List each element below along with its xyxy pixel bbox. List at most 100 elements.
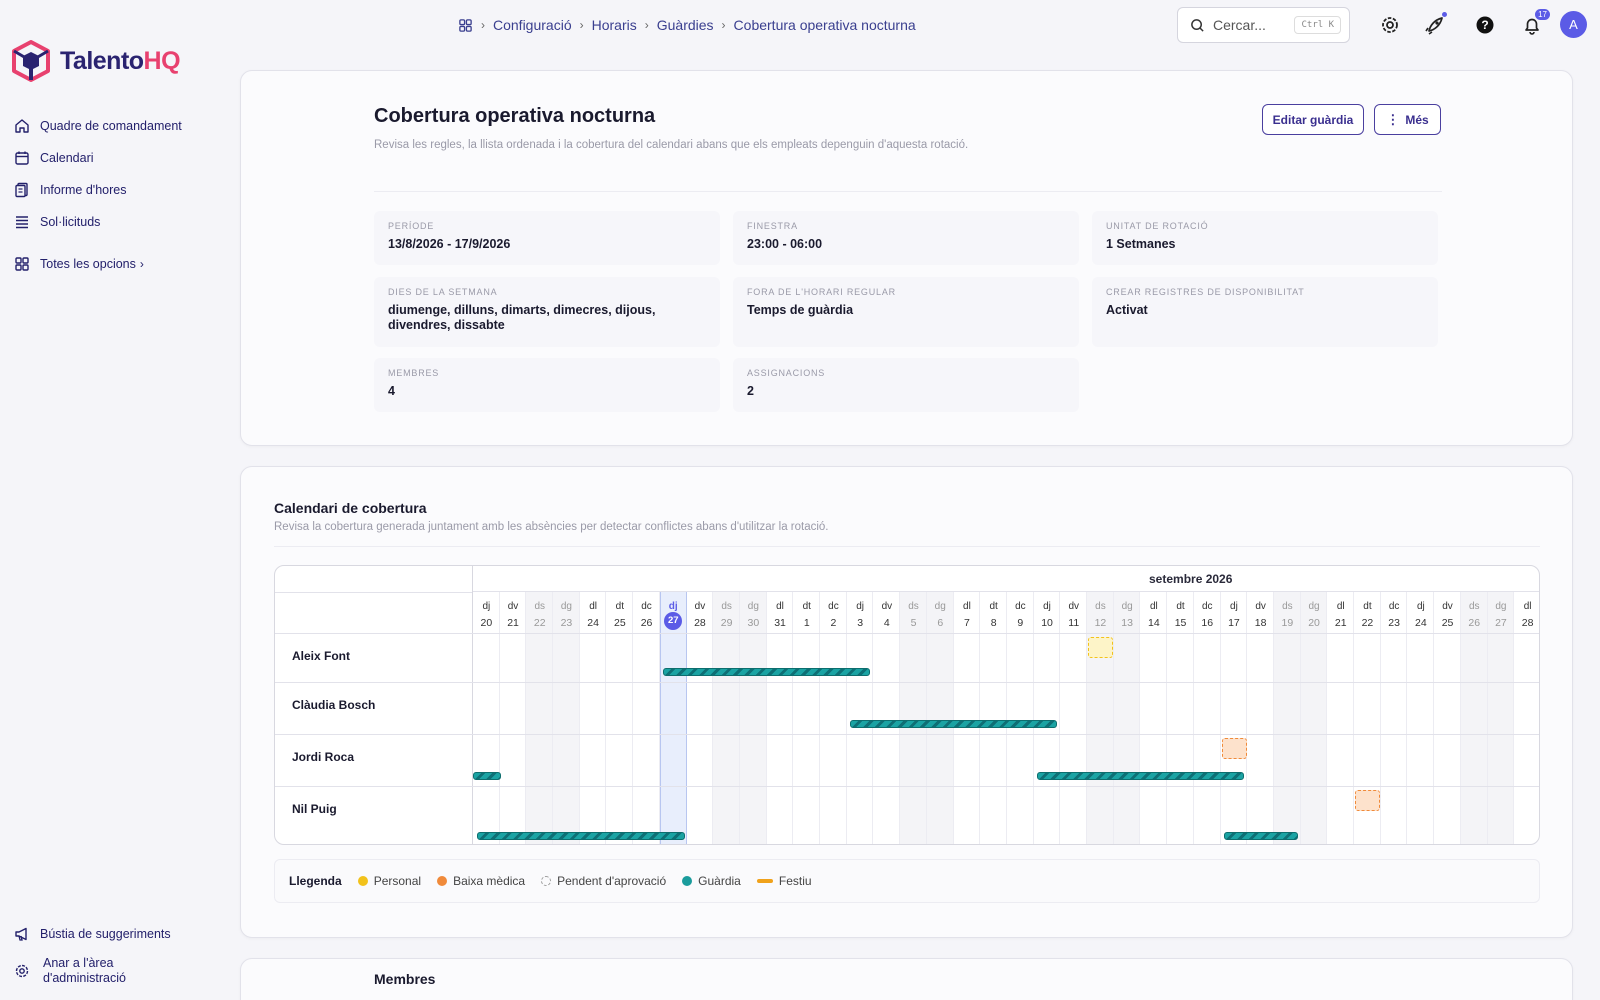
chevron-right-icon: › bbox=[579, 18, 584, 32]
header-divider bbox=[275, 592, 473, 593]
help-icon: ? bbox=[1476, 16, 1494, 34]
day-column bbox=[847, 592, 874, 844]
day-column bbox=[900, 592, 927, 844]
day-number-label: 14 bbox=[1148, 617, 1160, 629]
gear-icon bbox=[1382, 17, 1398, 33]
sidebar: TalentoHQ Quadre de comandament Calendar… bbox=[0, 0, 220, 1000]
field-window: Finestra 23:00 - 06:00 bbox=[733, 211, 1079, 265]
section-subtitle: Revisa la cobertura generada juntament a… bbox=[274, 521, 829, 533]
coverage-calendar-card: Calendari de cobertura Revisa la cobertu… bbox=[240, 466, 1573, 938]
sidebar-item-label: Calendari bbox=[40, 151, 94, 165]
grid-icon[interactable] bbox=[458, 18, 473, 33]
notifications-button[interactable]: 17 bbox=[1520, 9, 1550, 37]
breadcrumb-item-oncall[interactable]: Guàrdies bbox=[656, 17, 714, 33]
oncall-shift-bar[interactable] bbox=[477, 832, 685, 840]
day-number-label: 26 bbox=[640, 617, 653, 629]
oncall-shift-bar[interactable] bbox=[473, 772, 501, 780]
day-column bbox=[1460, 592, 1488, 844]
today-marker: 27 bbox=[664, 612, 683, 630]
day-of-week-label: dc bbox=[1388, 601, 1400, 612]
day-column bbox=[526, 592, 554, 844]
day-column bbox=[1354, 592, 1381, 844]
absence-marker[interactable] bbox=[1221, 738, 1247, 759]
help-button[interactable]: ? bbox=[1473, 13, 1497, 37]
day-number-label: 3 bbox=[857, 617, 864, 629]
day-column bbox=[1141, 592, 1168, 844]
chevron-right-icon: › bbox=[721, 18, 726, 32]
day-column bbox=[1194, 592, 1221, 844]
day-number-label: 23 bbox=[1388, 617, 1400, 629]
oncall-shift-bar[interactable] bbox=[849, 720, 1058, 728]
day-number-label: 26 bbox=[1468, 617, 1481, 629]
field-label: Finestra bbox=[747, 221, 798, 231]
day-column bbox=[740, 592, 767, 844]
absence-marker[interactable] bbox=[1088, 637, 1114, 658]
day-of-week-label: ds bbox=[721, 601, 732, 612]
field-label: Unitat de rotació bbox=[1106, 221, 1209, 231]
row-divider bbox=[275, 682, 1539, 683]
sidebar-item-requests[interactable]: Sol·licituds bbox=[14, 206, 182, 238]
day-of-week-label: dg bbox=[1121, 601, 1133, 612]
day-number-label: 28 bbox=[694, 617, 706, 629]
day-of-week-label: dg bbox=[934, 601, 946, 612]
list-icon bbox=[16, 216, 28, 229]
more-button[interactable]: ⋮ Més bbox=[1374, 104, 1441, 135]
day-number-label: 9 bbox=[1017, 617, 1024, 629]
day-column bbox=[713, 592, 740, 844]
oncall-shift-bar[interactable] bbox=[1036, 772, 1245, 780]
avatar[interactable]: A bbox=[1560, 11, 1587, 38]
members-card: Membres bbox=[240, 958, 1573, 1000]
absence-marker[interactable] bbox=[1355, 790, 1381, 811]
chevron-right-icon: › bbox=[481, 18, 485, 32]
logo[interactable]: TalentoHQ bbox=[12, 40, 181, 82]
bell-icon bbox=[1525, 18, 1539, 35]
day-number-label: 18 bbox=[1254, 617, 1267, 629]
sidebar-item-suggestions[interactable]: Bústia de suggeriments bbox=[14, 918, 171, 950]
day-number-label: 30 bbox=[747, 617, 760, 629]
whats-new-button[interactable] bbox=[1423, 12, 1447, 37]
field-assignments: Assignacions 2 bbox=[733, 358, 1079, 412]
day-column bbox=[1060, 592, 1088, 844]
month-header: setembre 2026 bbox=[473, 566, 1539, 592]
dot-icon bbox=[682, 876, 693, 886]
day-number-label: 27 bbox=[660, 612, 687, 630]
edit-oncall-button[interactable]: Editar guàrdia bbox=[1262, 104, 1364, 135]
search-input[interactable]: Cercar... Ctrl K bbox=[1177, 7, 1350, 43]
day-number-label: 29 bbox=[720, 617, 733, 629]
day-number-label: 25 bbox=[1441, 617, 1454, 629]
report-icon bbox=[15, 182, 28, 198]
divider bbox=[274, 546, 1540, 547]
oncall-shift-bar[interactable] bbox=[662, 668, 871, 676]
sidebar-item-hours-report[interactable]: Informe d'hores bbox=[14, 174, 182, 206]
sidebar-item-calendar[interactable]: Calendari bbox=[14, 142, 182, 174]
day-of-week-label: dj bbox=[1416, 601, 1425, 612]
breadcrumb-item-schedules[interactable]: Horaris bbox=[591, 17, 637, 33]
day-number-label: 1 bbox=[803, 617, 810, 629]
day-number-label: 22 bbox=[1361, 617, 1374, 629]
day-number-label: 15 bbox=[1174, 617, 1187, 629]
legend-item-oncall: Guàrdia bbox=[682, 874, 741, 888]
breadcrumb-item-configuration[interactable]: Configuració bbox=[493, 17, 572, 33]
day-number-label: 2 bbox=[830, 617, 837, 629]
day-column bbox=[1007, 592, 1034, 844]
field-period: Període 13/8/2026 - 17/9/2026 bbox=[374, 211, 720, 265]
sidebar-item-dashboard[interactable]: Quadre de comandament bbox=[14, 110, 182, 142]
day-number-label: 21 bbox=[507, 617, 519, 629]
settings-button[interactable] bbox=[1378, 13, 1402, 37]
day-column bbox=[820, 592, 847, 844]
sidebar-item-admin[interactable]: Anar a l'àrea d'administració bbox=[14, 952, 171, 990]
field-value: 23:00 - 06:00 bbox=[747, 237, 823, 251]
day-column bbox=[1167, 592, 1194, 844]
sidebar-item-label: Bústia de suggeriments bbox=[40, 927, 171, 941]
day-number-label: 8 bbox=[990, 617, 997, 629]
legend-title: Llegenda bbox=[289, 874, 342, 888]
field-value: 1 Setmanes bbox=[1106, 237, 1176, 251]
day-number-label: 24 bbox=[587, 617, 599, 629]
sidebar-item-all-options[interactable]: Totes les opcions › bbox=[14, 248, 182, 280]
member-column bbox=[275, 566, 473, 844]
oncall-details-card: Cobertura operativa nocturna Revisa les … bbox=[240, 70, 1573, 446]
field-value: diumenge, dilluns, dimarts, dimecres, di… bbox=[388, 303, 656, 332]
oncall-shift-bar[interactable] bbox=[1223, 832, 1298, 840]
day-number-label: 4 bbox=[883, 617, 890, 629]
day-of-week-label: ds bbox=[1282, 601, 1293, 612]
